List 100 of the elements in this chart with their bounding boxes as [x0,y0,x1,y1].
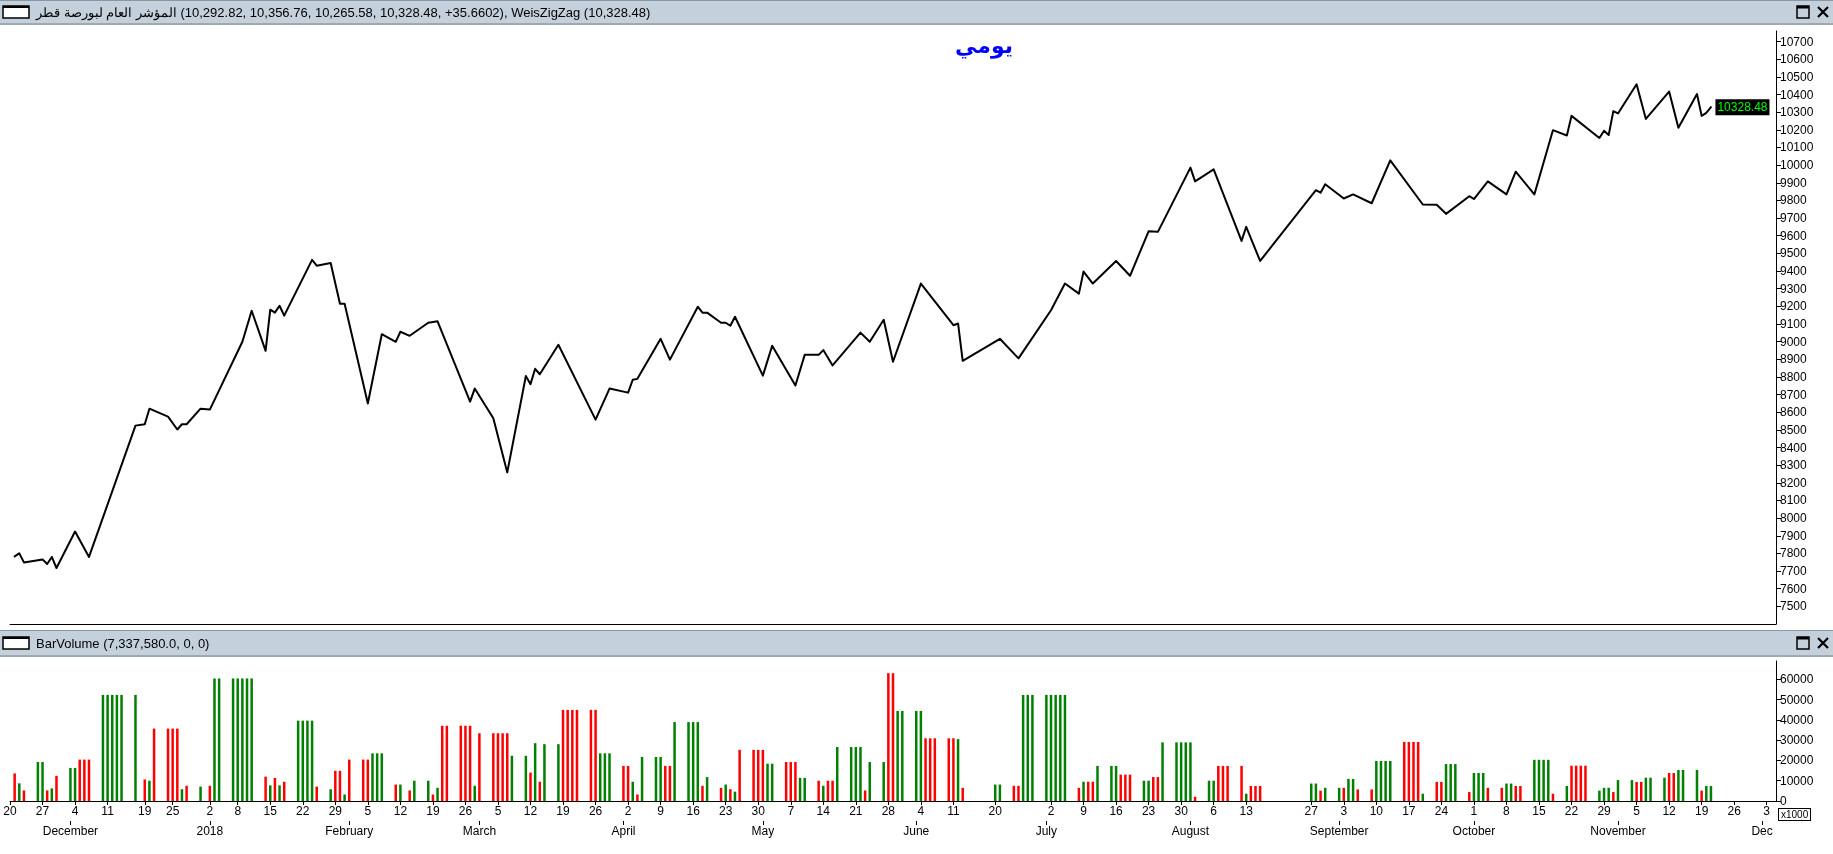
bar [924,738,927,801]
bar [822,785,825,801]
y-tick-label: 10400 [1780,87,1814,102]
x2-tick-label: June [903,824,930,838]
bar [687,722,690,801]
bar [78,759,81,801]
bar [315,786,318,801]
y-tick-label: 7700 [1780,564,1808,579]
bar [701,785,704,801]
x-tick-label: 6 [1210,804,1218,818]
bar [343,794,346,801]
bar [1477,773,1480,801]
x-tick-label: 19 [556,804,571,818]
x-tick-label: 5 [494,804,502,818]
bar [1375,761,1378,801]
bar [622,765,625,801]
bar [13,773,16,801]
y-tick-label: 9500 [1780,246,1808,261]
x-tick-label: 1 [1470,804,1478,818]
bar [1663,777,1666,801]
bar [1356,789,1359,801]
bar [171,728,174,801]
bar [1212,780,1215,801]
bar [148,780,151,801]
x-tick-label: 8 [1503,804,1511,818]
y-tick-label: 8400 [1780,440,1808,455]
x-tick-label: 10 [1369,804,1384,818]
bar [185,785,188,801]
x2-tick-label: 2018 [196,824,224,838]
x-tick-label: 13 [1239,804,1254,818]
x-tick-label: 2 [624,804,632,818]
x-tick-label: 19 [138,804,152,818]
bar [1519,785,1522,801]
y-tick-label: 8500 [1780,422,1808,437]
bar [306,720,309,801]
bar [636,794,639,801]
bar [1607,787,1610,801]
y-tick-label: 8300 [1780,458,1808,473]
x-tick-label: 20 [3,804,17,818]
bar [1189,742,1192,801]
bar [69,767,72,801]
x-tick-label: 21 [849,804,863,818]
bar [1505,783,1508,801]
x2-tick-label: November [1590,824,1646,838]
bar [436,787,439,801]
bar [1542,759,1545,801]
bar [394,784,397,801]
x-tick-label: 2 [1047,804,1055,818]
y-tick-label: 8800 [1780,369,1808,384]
x-tick-label: 16 [686,804,701,818]
bar [408,790,411,801]
y-tick-label: 40000 [1780,712,1814,727]
bar [399,784,402,801]
bar [803,777,806,801]
x-tick-label: 27 [1304,804,1319,818]
x2-tick-label: October [1452,824,1496,838]
bar [1449,764,1452,801]
bar [724,784,727,801]
x-tick-label: 29 [328,804,343,818]
bar [1570,765,1573,801]
x-tick-label: 27 [35,804,50,818]
y-tick-label: 9300 [1780,281,1808,296]
y-tick-label: 9700 [1780,211,1808,226]
bar [199,786,202,801]
x2-tick-label: Dec [1751,824,1773,838]
x-tick-label: 12 [393,804,408,818]
x-tick-label: 23 [1141,804,1156,818]
chart-title: BarVolume (7,337,580.0, 0, 0) [36,635,210,651]
bar [859,747,862,801]
y-tick-label: 8600 [1780,405,1808,420]
bar [594,709,597,801]
x-tick-label: 28 [881,804,896,818]
y-tick-label: 8900 [1780,352,1808,367]
x-tick-label: 19 [1694,804,1709,818]
bar [1440,781,1443,801]
bar [1649,777,1652,801]
bar [566,709,569,801]
x-tick-label: 24 [1434,804,1449,818]
bar [1161,742,1164,801]
annotation: 10328.48 [1717,100,1768,115]
x-tick-label: 3 [1340,804,1348,818]
x-tick-label: 4 [71,804,79,818]
y-tick-label: 10500 [1780,69,1814,84]
bar [106,694,109,801]
bar [1635,781,1638,801]
bar [571,709,574,801]
bar [1514,785,1517,801]
x2-tick-label: July [1035,824,1058,838]
bar [887,673,890,801]
bar [766,763,769,801]
bar [961,787,964,801]
y-tick-label: 7900 [1780,528,1808,543]
bar [1468,792,1471,801]
y-tick-label: 60000 [1780,672,1814,687]
bar [501,733,504,801]
y-tick-label: 8100 [1780,493,1808,508]
x-tick-label: 12 [523,804,538,818]
y-tick-label: 20000 [1780,753,1814,768]
bar [738,749,741,801]
y-tick-label: 10300 [1780,105,1814,120]
